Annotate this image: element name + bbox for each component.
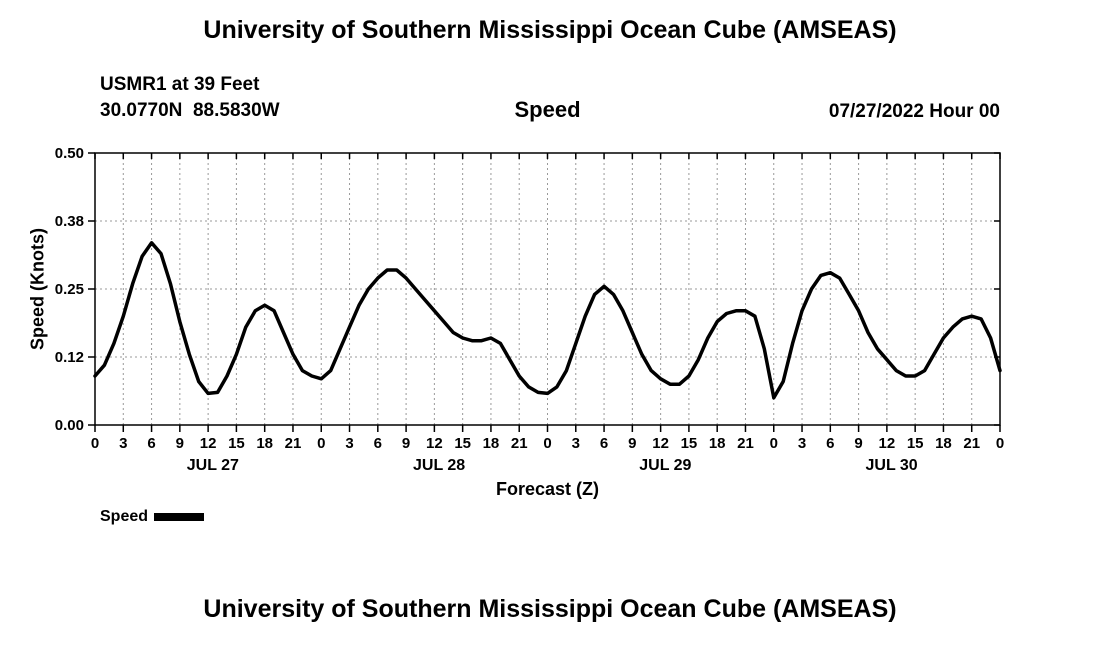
- x-tick-label: 6: [600, 435, 608, 452]
- x-tick-label: 9: [402, 435, 410, 452]
- x-tick-label: 18: [935, 435, 952, 452]
- x-tick-label: 12: [200, 435, 217, 452]
- day-label: JUL 28: [413, 457, 465, 474]
- x-tick-label: 0: [543, 435, 551, 452]
- x-tick-label: 21: [285, 435, 302, 452]
- speed-series-line: [93, 241, 1002, 400]
- day-label: JUL 29: [639, 457, 691, 474]
- forecast-datetime: 07/27/2022 Hour 00: [828, 101, 1000, 122]
- x-tick-label: 15: [228, 435, 245, 452]
- station-label: USMR1 at 39 Feet: [100, 74, 260, 95]
- x-tick-label: 12: [652, 435, 669, 452]
- x-tick-label: 3: [572, 435, 580, 452]
- x-tick-label: 18: [709, 435, 726, 452]
- x-tick-label: 6: [826, 435, 834, 452]
- x-tick-label: 6: [374, 435, 382, 452]
- x-tick-label: 3: [119, 435, 127, 452]
- y-tick-label: 0.12: [55, 349, 84, 366]
- plot-title: Speed: [514, 97, 581, 122]
- legend-line-swatch: [154, 513, 205, 521]
- y-tick-label: 0.00: [55, 417, 84, 434]
- x-tick-label: 0: [770, 435, 778, 452]
- x-tick-label: 6: [147, 435, 155, 452]
- legend: Speed: [100, 508, 205, 526]
- x-tick-label: 12: [426, 435, 443, 452]
- x-axis-label: Forecast (Z): [495, 479, 600, 499]
- second-page-title: University of Southern Mississippi Ocean…: [203, 595, 897, 623]
- y-tick-label: 0.38: [55, 213, 84, 230]
- x-tick-label: 9: [628, 435, 636, 452]
- legend-label: Speed: [100, 508, 149, 525]
- x-tick-label: 15: [907, 435, 924, 452]
- x-tick-label: 0: [996, 435, 1004, 452]
- x-tick-label: 21: [511, 435, 528, 452]
- x-tick-label: 18: [483, 435, 500, 452]
- x-tick-label: 3: [345, 435, 353, 452]
- x-tick-label: 18: [256, 435, 273, 452]
- page-title: University of Southern Mississippi Ocean…: [203, 16, 897, 44]
- x-tick-label: 15: [454, 435, 471, 452]
- x-tick-label: 15: [681, 435, 698, 452]
- x-tick-label: 12: [879, 435, 896, 452]
- coordinates-label: 30.0770N 88.5830W: [100, 100, 280, 121]
- x-tick-label: 0: [91, 435, 99, 452]
- y-tick-label: 0.50: [55, 145, 84, 162]
- x-tick-label: 9: [176, 435, 184, 452]
- x-tick-label: 3: [798, 435, 806, 452]
- y-tick-label: 0.25: [55, 281, 84, 298]
- day-label: JUL 27: [187, 457, 239, 474]
- x-tick-label: 0: [317, 435, 325, 452]
- x-tick-label: 21: [963, 435, 980, 452]
- day-label: JUL 30: [865, 457, 917, 474]
- x-tick-label: 21: [737, 435, 754, 452]
- x-tick-label: 9: [854, 435, 862, 452]
